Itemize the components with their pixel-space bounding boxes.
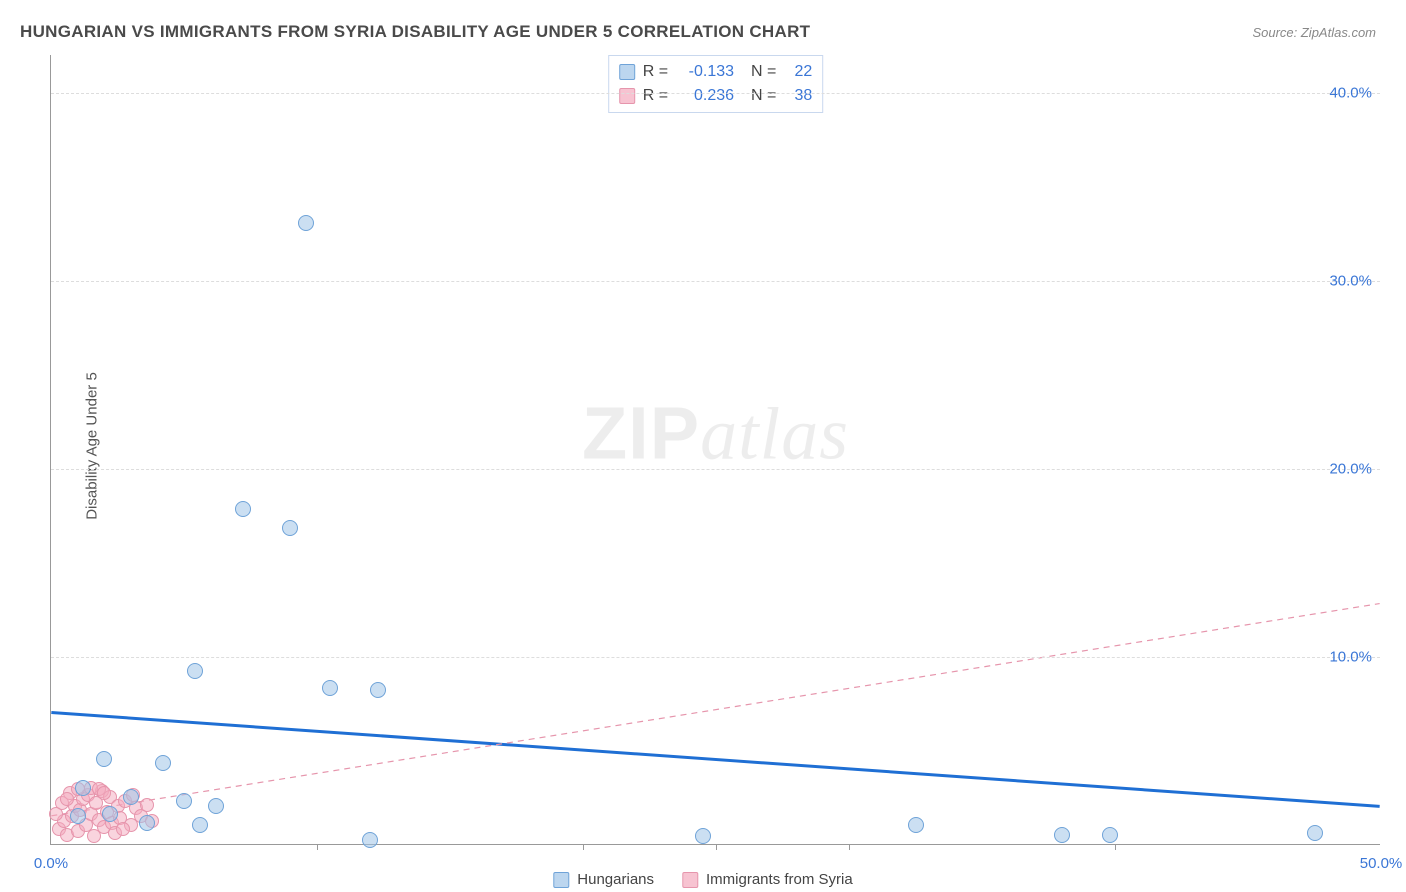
- trend-line: [51, 604, 1379, 816]
- data-point: [102, 806, 118, 822]
- gridline: [51, 281, 1380, 282]
- legend-label-0: Hungarians: [577, 871, 654, 888]
- data-point: [235, 501, 251, 517]
- data-point: [1054, 827, 1070, 843]
- data-point: [1307, 825, 1323, 841]
- data-point: [140, 798, 154, 812]
- data-point: [97, 786, 111, 800]
- data-point: [187, 663, 203, 679]
- gridline: [51, 93, 1380, 94]
- data-point: [49, 807, 63, 821]
- x-tick-mark: [849, 844, 850, 850]
- data-point: [116, 822, 130, 836]
- y-tick-label: 40.0%: [1329, 84, 1372, 101]
- data-point: [176, 793, 192, 809]
- data-point: [139, 815, 155, 831]
- data-point: [370, 682, 386, 698]
- y-tick-label: 20.0%: [1329, 460, 1372, 477]
- data-point: [123, 789, 139, 805]
- x-tick-mark: [716, 844, 717, 850]
- gridline: [51, 469, 1380, 470]
- data-point: [155, 755, 171, 771]
- legend-item-1: Immigrants from Syria: [682, 871, 853, 888]
- chart-title: HUNGARIAN VS IMMIGRANTS FROM SYRIA DISAB…: [20, 22, 810, 42]
- x-tick-mark: [317, 844, 318, 850]
- trend-lines-svg: [51, 55, 1380, 844]
- data-point: [298, 215, 314, 231]
- y-tick-label: 30.0%: [1329, 272, 1372, 289]
- data-point: [75, 780, 91, 796]
- chart-source: Source: ZipAtlas.com: [1252, 25, 1376, 40]
- legend-item-0: Hungarians: [553, 871, 654, 888]
- data-point: [192, 817, 208, 833]
- legend-label-1: Immigrants from Syria: [706, 871, 853, 888]
- x-tick-label: 50.0%: [1360, 855, 1403, 872]
- data-point: [70, 808, 86, 824]
- legend-swatch-blue: [553, 872, 569, 888]
- data-point: [695, 828, 711, 844]
- data-point: [60, 792, 74, 806]
- bottom-legend: Hungarians Immigrants from Syria: [553, 871, 852, 888]
- data-point: [1102, 827, 1118, 843]
- x-tick-label: 0.0%: [34, 855, 68, 872]
- gridline: [51, 657, 1380, 658]
- y-tick-label: 10.0%: [1329, 648, 1372, 665]
- x-tick-mark: [583, 844, 584, 850]
- data-point: [282, 520, 298, 536]
- x-tick-mark: [1115, 844, 1116, 850]
- data-point: [362, 832, 378, 848]
- data-point: [322, 680, 338, 696]
- data-point: [908, 817, 924, 833]
- legend-swatch-pink: [682, 872, 698, 888]
- data-point: [96, 751, 112, 767]
- plot-area: ZIPatlas R = -0.133 N = 22 R = 0.236 N =…: [50, 55, 1380, 845]
- data-point: [208, 798, 224, 814]
- trend-line: [51, 713, 1379, 807]
